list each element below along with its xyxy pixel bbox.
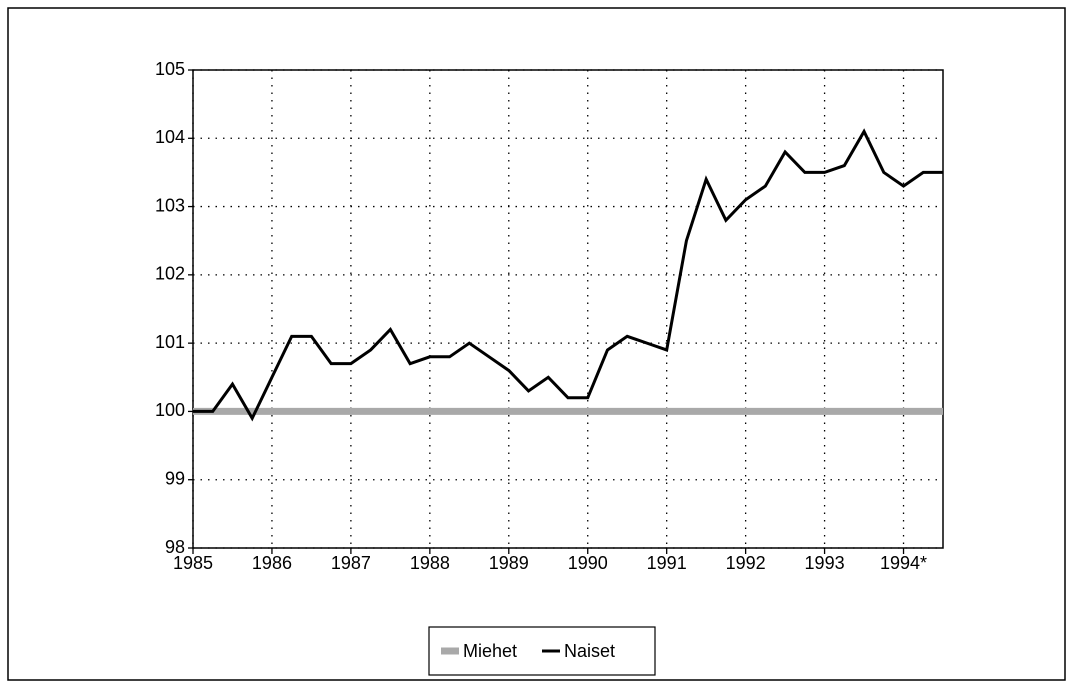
x-tick-label: 1990 [568,553,608,573]
x-tick-label: 1985 [173,553,213,573]
x-tick-label: 1986 [252,553,292,573]
x-tick-label: 1992 [726,553,766,573]
x-tick-label: 1989 [489,553,529,573]
y-tick-label: 100 [155,400,185,420]
y-tick-label: 102 [155,264,185,284]
x-tick-label: 1987 [331,553,371,573]
plot-area [192,69,944,549]
legend-label: Naiset [564,641,615,661]
legend-box [428,626,656,676]
y-tick-label: 101 [155,332,185,352]
legend-label: Miehet [463,641,517,661]
y-tick-label: 99 [165,468,185,488]
x-tick-label: 1991 [647,553,687,573]
x-tick-label: 1993 [805,553,845,573]
y-tick-label: 105 [155,59,185,79]
line [193,128,943,422]
y-tick-label: 98 [165,537,185,557]
x-tick-label: 1994* [880,553,927,573]
y-tick-label: 103 [155,195,185,215]
frame [7,7,1066,681]
x-tick-label: 1988 [410,553,450,573]
y-tick-label: 104 [155,127,185,147]
